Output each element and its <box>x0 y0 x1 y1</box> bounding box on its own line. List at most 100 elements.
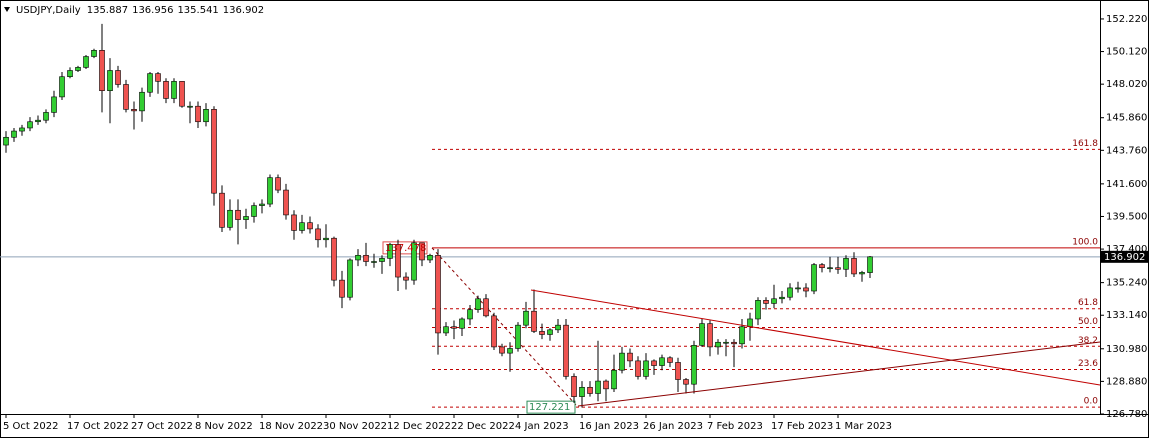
candle-body <box>571 376 577 397</box>
candle-body <box>515 324 521 349</box>
candle-body <box>171 81 177 99</box>
candle-body <box>859 272 865 275</box>
candle-body <box>507 348 513 354</box>
collapse-icon[interactable] <box>4 7 10 12</box>
fib-label: 61.8 <box>1078 298 1098 308</box>
candle-body <box>835 267 841 270</box>
x-tick-label: 16 Jan 2023 <box>579 421 639 432</box>
x-tick-label: 22 Dec 2022 <box>451 421 515 432</box>
candle-body <box>635 360 641 377</box>
candle-body <box>539 331 545 335</box>
y-tick-label: 128.880 <box>1106 376 1147 387</box>
close-value: 136.902 <box>223 5 264 16</box>
candle-body <box>459 318 465 329</box>
candle-body <box>483 298 489 317</box>
candle-body <box>763 300 769 304</box>
candle-body <box>523 310 529 326</box>
candle-body <box>587 386 593 394</box>
x-tick-label: 7 Feb 2023 <box>707 421 763 432</box>
candle-body <box>179 81 185 107</box>
candle-body <box>603 380 609 390</box>
x-tick-label: 8 Nov 2022 <box>195 421 253 432</box>
candle-body <box>259 203 265 206</box>
candle-body <box>147 73 153 93</box>
fib-label: 0.0 <box>1084 397 1099 407</box>
y-tick-label: 139.500 <box>1106 211 1147 222</box>
candle-body <box>3 136 9 146</box>
x-tick-label: 12 Dec 2022 <box>387 421 451 432</box>
candle-body <box>75 67 81 71</box>
current-price-label: 136.902 <box>1104 252 1145 263</box>
candle-body <box>547 329 553 335</box>
y-tick-label: 126.780 <box>1106 409 1147 420</box>
candle-body <box>787 287 793 298</box>
candle-body <box>371 261 377 263</box>
x-tick-label: 1 Mar 2023 <box>835 421 892 432</box>
candle-body <box>467 309 473 320</box>
candle-body <box>211 109 217 194</box>
candle-body <box>187 105 193 108</box>
candle-body <box>275 177 281 191</box>
candle-body <box>91 50 97 57</box>
candle-body <box>27 121 33 129</box>
candle-body <box>323 237 329 241</box>
candle-body <box>235 209 241 220</box>
low-value: 135.541 <box>177 5 218 16</box>
candle-body <box>731 341 737 345</box>
candle-body <box>419 242 425 261</box>
candle-body <box>51 96 57 113</box>
candle-body <box>363 254 369 262</box>
candle-body <box>203 109 209 123</box>
candle-body <box>595 380 601 394</box>
candle-body <box>243 216 249 220</box>
candle-body <box>427 254 433 261</box>
x-tick-label: 30 Nov 2022 <box>323 421 387 432</box>
candle-body <box>163 81 169 99</box>
y-tick-label: 143.760 <box>1106 145 1147 156</box>
fib-label: 161.8 <box>1072 139 1098 149</box>
candle-body <box>291 214 297 231</box>
candle-body <box>195 105 201 123</box>
candle-body <box>251 205 257 217</box>
x-tick-label: 26 Jan 2023 <box>643 421 703 432</box>
y-tick-label: 152.220 <box>1106 14 1147 25</box>
candle-body <box>691 345 697 385</box>
candle-body <box>811 264 817 292</box>
candle-body <box>299 222 305 231</box>
fib-low-label: 127.221 <box>529 402 570 413</box>
candle-body <box>219 192 225 228</box>
candle-body <box>403 276 409 281</box>
trend-line <box>577 341 1101 407</box>
candle-body <box>579 386 585 397</box>
fib-high-label: 137.478 <box>385 243 426 254</box>
y-tick-label: 141.600 <box>1106 179 1147 190</box>
candle-body <box>723 341 729 344</box>
x-tick-label: 17 Feb 2023 <box>771 421 833 432</box>
x-tick-label: 27 Oct 2022 <box>131 421 193 432</box>
y-tick-label: 145.860 <box>1106 113 1147 124</box>
candle-body <box>339 279 345 298</box>
candle-body <box>851 258 857 275</box>
candle-body <box>315 228 321 241</box>
candle-body <box>707 323 713 348</box>
y-tick-label: 150.120 <box>1106 47 1147 58</box>
candle-body <box>267 177 273 205</box>
candle-body <box>139 91 145 112</box>
y-tick-label: 133.140 <box>1106 310 1147 321</box>
fib-label: 50.0 <box>1078 317 1098 327</box>
current-price-box <box>1101 250 1149 263</box>
candle-body <box>331 237 337 281</box>
candle-body <box>443 326 449 334</box>
candle-body <box>627 352 633 362</box>
candle-body <box>99 50 105 91</box>
candle-body <box>59 76 65 98</box>
candle-body <box>699 323 705 346</box>
candle-body <box>475 298 481 310</box>
candle-body <box>499 346 505 354</box>
x-tick-label: 4 Jan 2023 <box>515 421 569 432</box>
candle-body <box>755 300 761 320</box>
plot-area <box>0 23 1100 414</box>
candle-body <box>667 357 673 363</box>
x-tick-label: 18 Nov 2022 <box>259 421 323 432</box>
candle-body <box>451 326 457 329</box>
